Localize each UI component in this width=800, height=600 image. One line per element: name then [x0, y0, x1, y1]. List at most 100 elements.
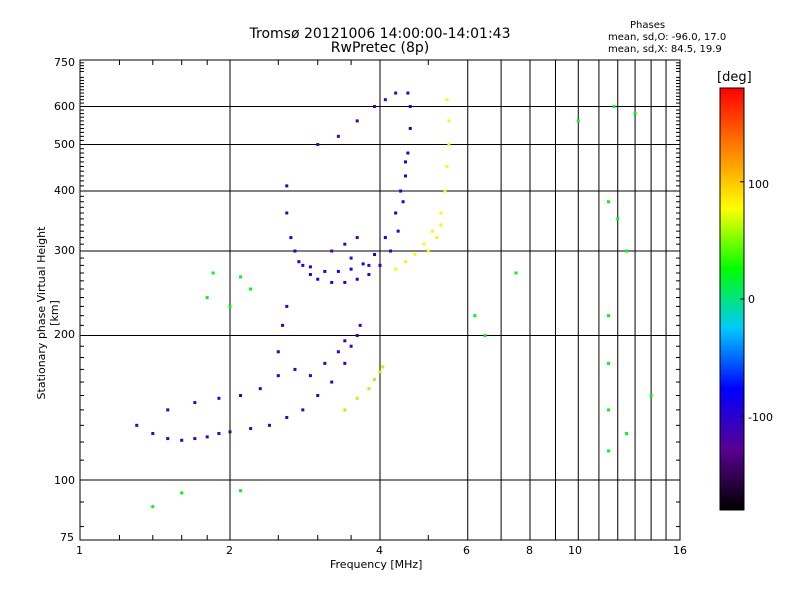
data-point	[316, 277, 320, 281]
data-point	[422, 242, 426, 246]
data-point	[336, 350, 340, 354]
data-point	[343, 242, 347, 246]
stats-title: Phases	[630, 20, 666, 31]
data-point	[408, 126, 412, 130]
data-point	[285, 304, 289, 308]
data-point	[285, 415, 289, 419]
data-point	[293, 249, 297, 253]
x-tick-label: 6	[463, 544, 470, 557]
data-point	[276, 374, 280, 378]
data-point	[383, 236, 387, 240]
data-point	[378, 370, 382, 374]
data-point	[378, 263, 382, 267]
data-point	[217, 396, 221, 400]
data-point	[180, 491, 184, 495]
data-point	[336, 134, 340, 138]
data-point	[301, 263, 305, 267]
data-point	[135, 423, 139, 427]
x-tick-label: 10	[568, 544, 582, 557]
data-point	[431, 229, 435, 233]
data-point	[308, 374, 312, 378]
y-tick-label: 200	[54, 328, 75, 341]
data-point	[435, 236, 439, 240]
data-point	[607, 314, 611, 318]
colorbar-tick-label: -100	[748, 411, 773, 424]
data-point	[180, 438, 184, 442]
data-point	[403, 160, 407, 164]
data-point	[193, 437, 197, 441]
x-tick-label: 8	[526, 544, 533, 557]
data-point	[343, 361, 347, 365]
colorbar-tick-label: 100	[748, 178, 769, 191]
data-point	[330, 280, 334, 284]
x-tick-label: 2	[226, 544, 233, 557]
data-point	[394, 91, 398, 95]
data-point	[205, 435, 209, 439]
data-point	[607, 200, 611, 204]
data-point	[285, 211, 289, 215]
data-point	[355, 396, 359, 400]
y-tick-label: 75	[60, 531, 74, 544]
data-point	[301, 408, 305, 412]
data-point	[394, 267, 398, 271]
data-point	[316, 143, 320, 147]
data-point	[239, 489, 243, 493]
x-axis-label: Frequency [MHz]	[330, 558, 423, 571]
data-point	[281, 323, 285, 327]
data-point	[343, 280, 347, 284]
data-point	[323, 269, 327, 273]
data-point	[633, 112, 637, 116]
data-point	[361, 262, 365, 266]
x-tick-label: 1	[76, 544, 83, 557]
data-point	[217, 432, 221, 436]
data-point	[389, 249, 393, 253]
data-point	[401, 200, 405, 204]
data-point	[193, 401, 197, 405]
data-point	[373, 105, 377, 109]
data-point	[267, 423, 271, 427]
data-point	[336, 269, 340, 273]
data-point	[447, 143, 451, 147]
data-point	[355, 119, 359, 123]
data-point	[330, 249, 334, 253]
data-point	[239, 394, 243, 398]
y-tick-label: 100	[54, 474, 75, 487]
data-point	[289, 236, 293, 240]
data-point	[625, 249, 629, 253]
data-point	[394, 211, 398, 215]
stats-x-line: mean, sd,X: 84.5, 19.9	[608, 44, 722, 55]
plot-frame	[79, 59, 681, 541]
data-point	[349, 267, 353, 271]
data-point	[258, 387, 262, 391]
y-tick-label: 400	[54, 184, 75, 197]
x-tick-label: 16	[673, 544, 687, 557]
data-point	[473, 314, 477, 318]
data-point	[396, 229, 400, 233]
data-point	[439, 223, 443, 227]
colorbar-unit-label: [deg]	[717, 70, 752, 85]
data-point	[166, 408, 170, 412]
data-point	[625, 432, 629, 436]
data-point	[297, 260, 301, 264]
data-point	[439, 211, 443, 215]
data-point	[413, 253, 417, 257]
data-point	[381, 365, 385, 369]
data-point	[383, 98, 387, 102]
data-point	[330, 380, 334, 384]
y-tick-label: 750	[54, 56, 75, 69]
data-point	[166, 437, 170, 441]
y-axis-label: Stationary phase Virtual Height [km]	[35, 226, 61, 400]
data-point	[373, 253, 377, 257]
data-point	[514, 271, 518, 275]
data-point	[293, 367, 297, 371]
data-point	[249, 427, 253, 431]
data-point	[445, 98, 449, 102]
y-tick-label: 300	[54, 244, 75, 257]
data-point	[373, 377, 377, 381]
data-point	[612, 105, 616, 109]
data-point	[355, 334, 359, 338]
data-point	[367, 263, 371, 267]
data-point	[343, 339, 347, 343]
data-point	[308, 273, 312, 277]
